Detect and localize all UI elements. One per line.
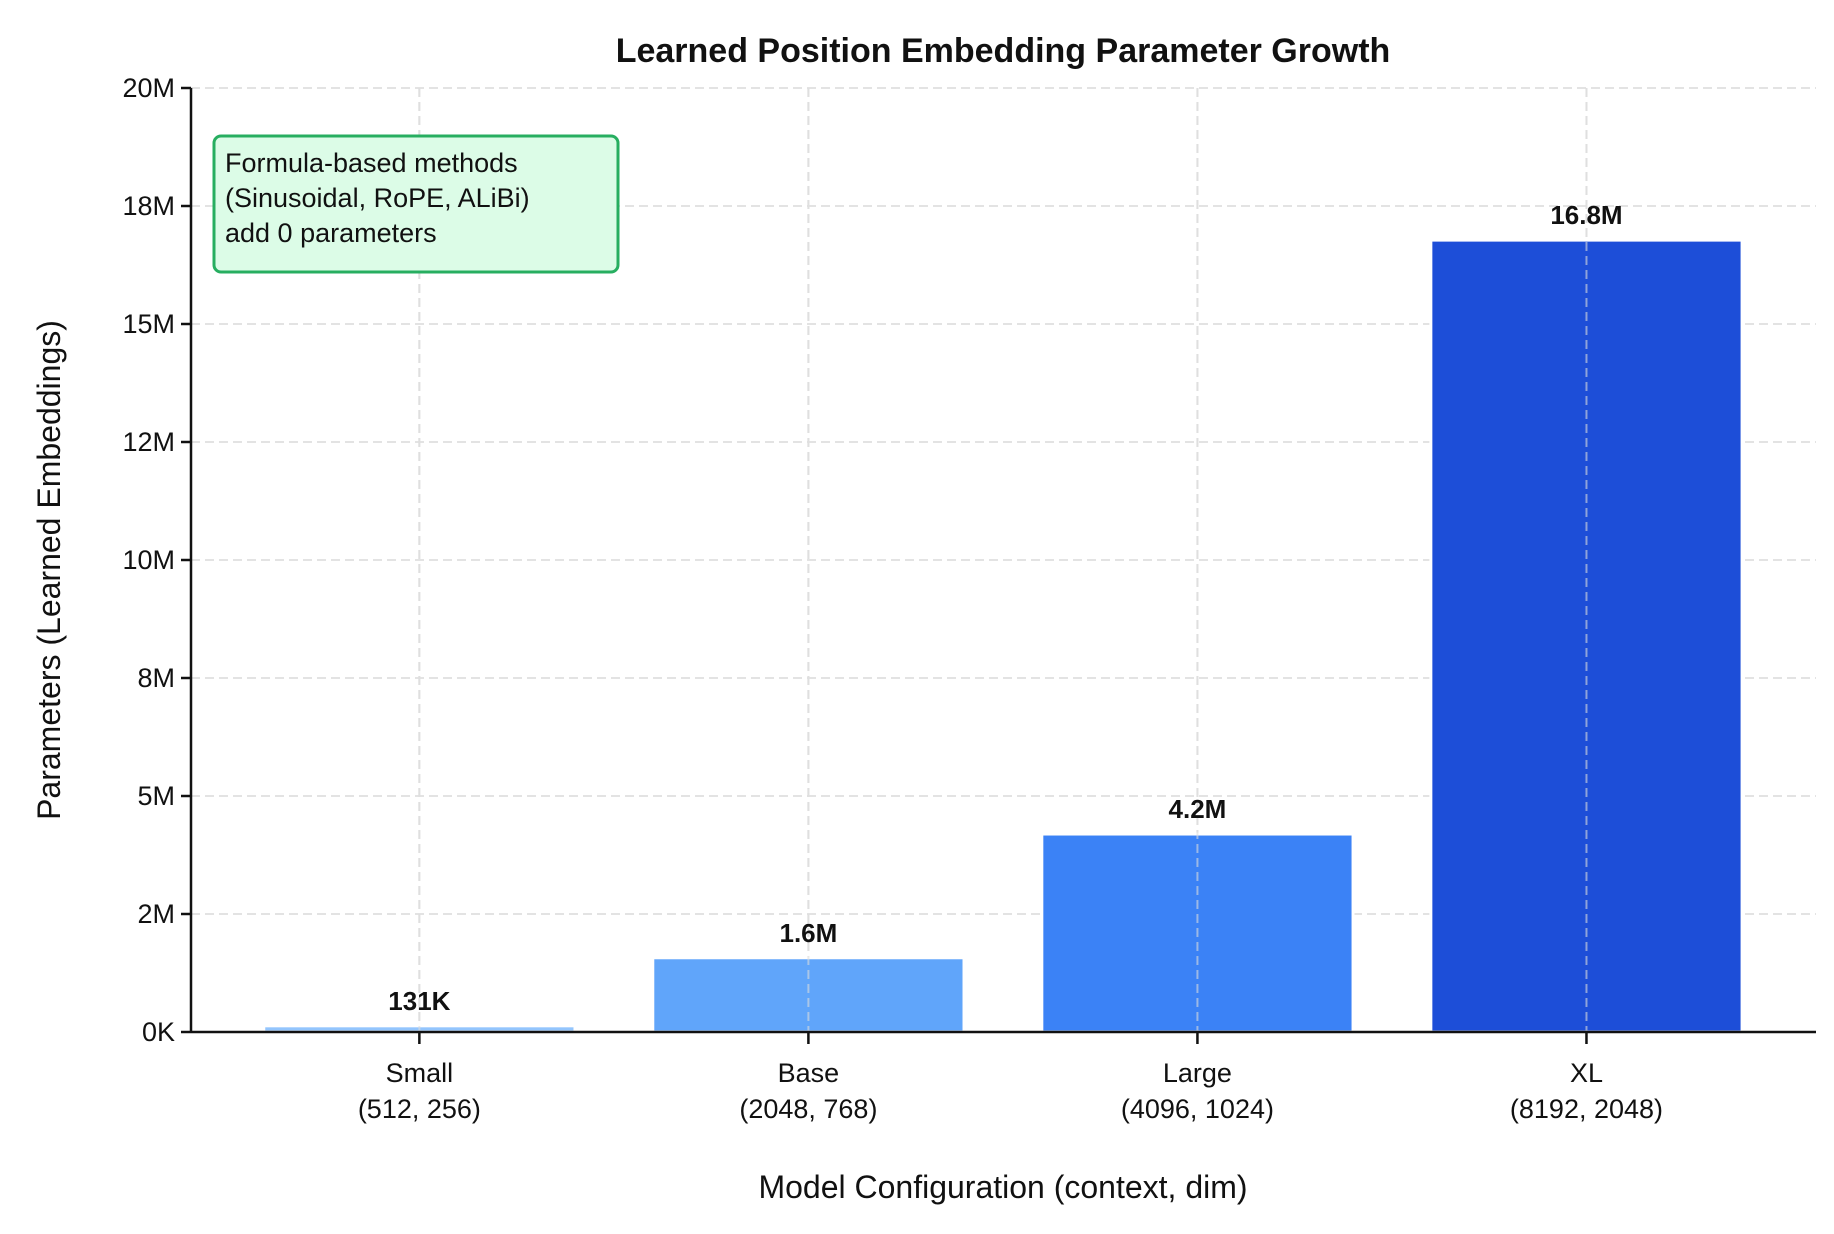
data-label: 4.2M bbox=[1169, 794, 1227, 824]
data-label: 131K bbox=[388, 986, 450, 1016]
annotation-line-1: Formula-based methods bbox=[225, 148, 518, 178]
annotation-line-3: add 0 parameters bbox=[225, 218, 437, 248]
x-tick-sublabel: (512, 256) bbox=[358, 1094, 481, 1124]
y-tick-label: 5M bbox=[137, 781, 175, 811]
y-tick-label: 12M bbox=[122, 427, 175, 457]
x-tick-label: Small bbox=[386, 1058, 454, 1088]
labels: 0K 2M 5M 8M 10M 12M 15M 18M 20M 131K Small (512, 25… bbox=[122, 73, 1663, 1124]
chart-title: Learned Position Embedding Parameter Gro… bbox=[616, 32, 1391, 70]
data-label: 1.6M bbox=[779, 918, 837, 948]
y-tick-label: 18M bbox=[122, 191, 175, 221]
y-tick-label: 0K bbox=[142, 1017, 175, 1047]
y-tick-label: 8M bbox=[137, 663, 175, 693]
y-axis-label: Parameters (Learned Embeddings) bbox=[31, 320, 67, 820]
y-tick-label: 10M bbox=[122, 545, 175, 575]
x-tick-sublabel: (2048, 768) bbox=[739, 1094, 877, 1124]
annotation-box: Formula-based methods (Sinusoidal, RoPE,… bbox=[212, 134, 620, 274]
axes bbox=[181, 86, 1816, 1044]
annotation-background bbox=[212, 134, 620, 274]
annotation-line-2: (Sinusoidal, RoPE, ALiBi) bbox=[225, 183, 530, 213]
x-tick-label: XL bbox=[1570, 1058, 1603, 1088]
x-tick-sublabel: (4096, 1024) bbox=[1121, 1094, 1274, 1124]
data-label: 16.8M bbox=[1550, 200, 1622, 230]
y-tick-label: 15M bbox=[122, 309, 175, 339]
y-tick-label: 20M bbox=[122, 73, 175, 103]
x-tick-sublabel: (8192, 2048) bbox=[1510, 1094, 1663, 1124]
x-tick-label: Large bbox=[1163, 1058, 1232, 1088]
x-tick-label: Base bbox=[778, 1058, 840, 1088]
y-tick-label: 2M bbox=[137, 899, 175, 929]
x-axis-label: Model Configuration (context, dim) bbox=[758, 1169, 1247, 1205]
